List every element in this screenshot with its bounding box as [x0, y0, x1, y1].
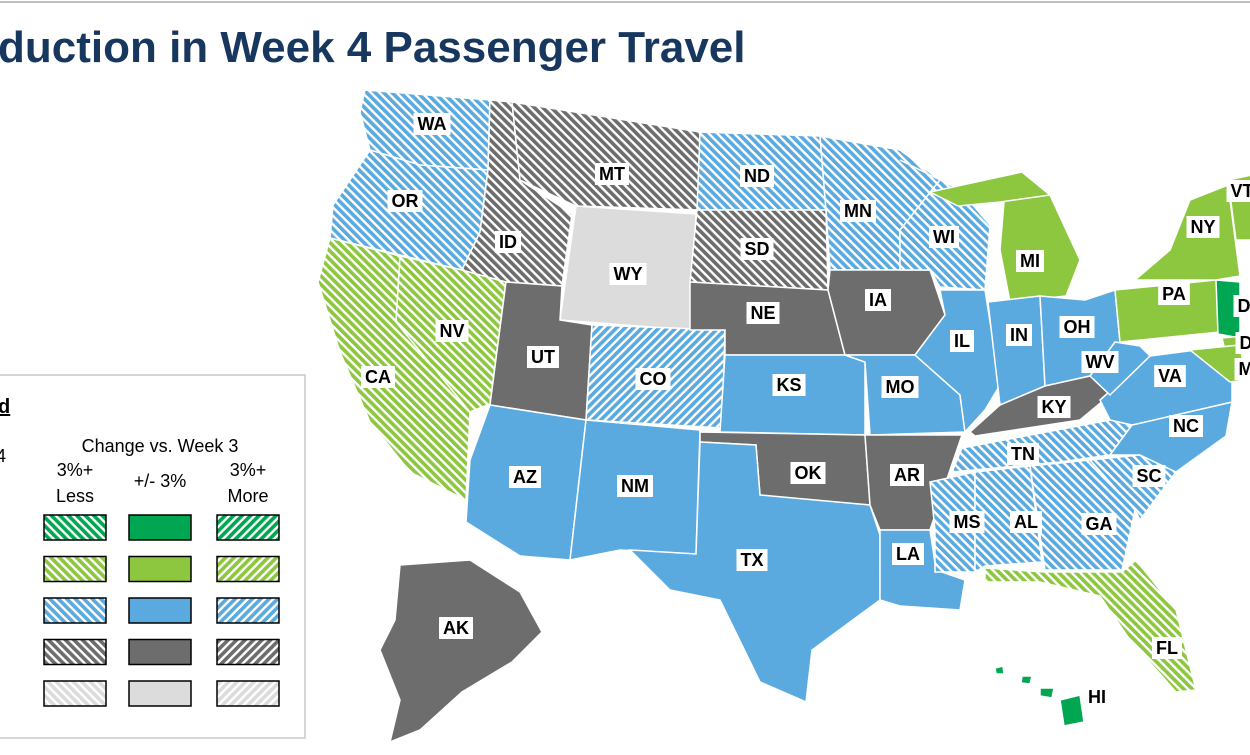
state-label: OK — [795, 463, 822, 483]
state-label: WA — [418, 114, 447, 134]
state-label: ID — [499, 232, 517, 252]
state-label: LA — [896, 544, 920, 564]
state-label: AZ — [513, 467, 537, 487]
state-label: SD — [744, 239, 769, 259]
state-label: OH — [1064, 317, 1091, 337]
state-label: MN — [844, 201, 872, 221]
state-label: MI — [1020, 251, 1040, 271]
title: duction in Week 4 Passenger Travel — [0, 23, 745, 72]
legend-swatch — [217, 557, 279, 582]
state-label: AK — [443, 618, 469, 638]
legend-column-label: More — [227, 486, 268, 506]
legend-column-label: +/- 3% — [134, 471, 187, 491]
legend-swatch — [129, 557, 191, 582]
legend-column-label: 3%+ — [57, 460, 94, 480]
state-label: PA — [1162, 284, 1186, 304]
legend-swatch — [44, 640, 106, 665]
state-shape — [380, 560, 542, 742]
state-label: NM — [621, 476, 649, 496]
state-label: CO — [640, 369, 667, 389]
state-label: AR — [894, 465, 920, 485]
state-label: NV — [439, 321, 464, 341]
state-label: VT — [1230, 181, 1250, 201]
state-label: UT — [531, 347, 555, 367]
state-shape — [1060, 695, 1084, 726]
state-label: IA — [869, 290, 887, 310]
state-label: KY — [1041, 397, 1066, 417]
state-label: WI — [933, 227, 955, 247]
state-label: MS — [954, 512, 981, 532]
state-label: GA — [1086, 514, 1113, 534]
legend-swatch — [217, 640, 279, 665]
state-label: MO — [886, 377, 915, 397]
state-shape — [985, 560, 1196, 692]
legend-column-label: Less — [56, 486, 94, 506]
legend-swatch — [44, 681, 106, 706]
state-shape — [1040, 688, 1054, 698]
state-label: WV — [1086, 352, 1115, 372]
legend-swatch — [129, 598, 191, 623]
legend-swatch — [44, 557, 106, 582]
legend-swatch — [129, 515, 191, 540]
state-label: NE — [750, 303, 775, 323]
state-label: SC — [1136, 466, 1161, 486]
legend-swatch — [129, 640, 191, 665]
legend-title: d — [0, 396, 10, 418]
states — [318, 90, 1250, 742]
state-label: TN — [1011, 444, 1035, 464]
state-shape — [1000, 190, 1080, 302]
state-shape — [995, 666, 1004, 674]
state-label: OR — [392, 191, 419, 211]
state-label: WY — [614, 264, 643, 284]
state-label: ND — [744, 166, 770, 186]
legend-swatch — [44, 598, 106, 623]
state-label: TX — [740, 550, 763, 570]
state-label: IN — [1010, 325, 1028, 345]
state-label: KS — [776, 375, 801, 395]
legend-swatch — [44, 515, 106, 540]
legend-swatch — [217, 515, 279, 540]
legend-swatch — [217, 598, 279, 623]
state-label: D — [1238, 296, 1250, 316]
legend-subtitle: 4 — [0, 446, 6, 466]
state-label: HI — [1088, 687, 1106, 707]
state-label: FL — [1156, 638, 1178, 658]
state-label: IL — [954, 331, 970, 351]
state-shape — [1021, 676, 1032, 684]
legend-swatch — [217, 681, 279, 706]
state-label: VA — [1158, 366, 1182, 386]
state-label: NC — [1173, 416, 1199, 436]
state-label: CA — [365, 367, 391, 387]
legend-heading: Change vs. Week 3 — [82, 436, 239, 456]
state-label: M — [1239, 359, 1250, 379]
state-label: MT — [599, 164, 625, 184]
state-label: NY — [1190, 217, 1215, 237]
legend-column-label: 3%+ — [230, 460, 267, 480]
state-label: D — [1240, 333, 1250, 353]
legend-swatch — [129, 681, 191, 706]
state-label: AL — [1014, 512, 1038, 532]
